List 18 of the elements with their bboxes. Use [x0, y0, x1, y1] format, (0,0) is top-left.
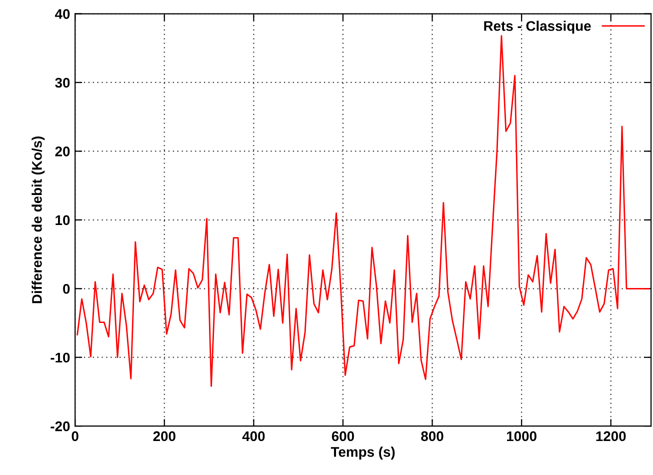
x-tick-label: 400 [242, 431, 265, 442]
x-tick-label: 0 [72, 431, 78, 442]
y-tick-label: -20 [50, 421, 70, 432]
x-axis-title: Temps (s) [330, 446, 395, 460]
y-tick-label: 40 [54, 9, 70, 19]
x-tick-label: 200 [153, 431, 176, 442]
x-tick-label: 800 [421, 431, 444, 442]
x-tick-label: 600 [332, 431, 354, 442]
y-tick-label: -10 [50, 352, 70, 363]
x-tick-label: 1000 [506, 431, 536, 442]
x-tick-label: 1200 [596, 431, 626, 442]
y-tick-label: 30 [55, 78, 70, 88]
line-series [76, 35, 650, 387]
legend-label: Rets - Classique [484, 20, 591, 34]
y-tick-label: 10 [56, 215, 70, 226]
y-tick-label: 20 [55, 146, 70, 156]
y-axis-title: Difference de debit (Ko/s) [32, 136, 45, 304]
y-tick-label: 0 [63, 284, 70, 294]
